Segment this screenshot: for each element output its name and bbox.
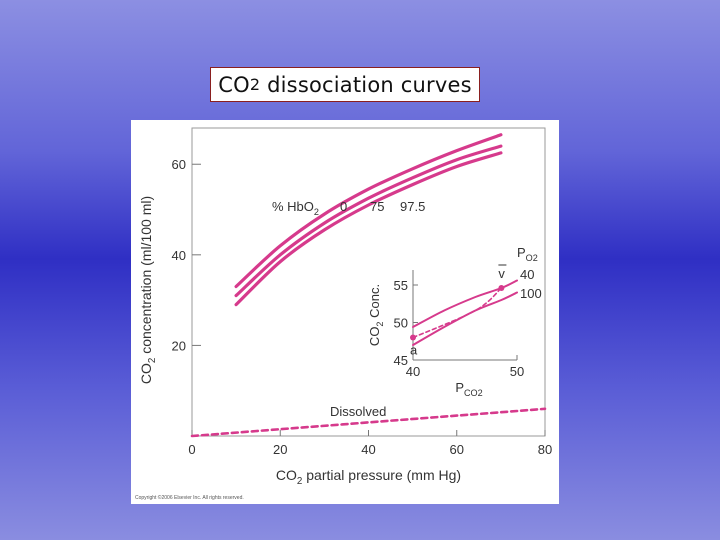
inset-point-a (410, 334, 416, 341)
inset-y-axis-title-group: CO2 Conc. (367, 284, 385, 346)
hbo2-value-label: 75 (370, 199, 384, 214)
x-tick-label: 20 (273, 442, 287, 457)
y-tick-label: 60 (172, 157, 186, 172)
dissolved-curve (190, 407, 547, 438)
hbo2-curve-0 (234, 133, 503, 289)
hbo2-curve-75 (234, 144, 503, 298)
x-tick-label: 0 (188, 442, 195, 457)
title-subscript: 2 (249, 75, 261, 94)
hbo2-label: % HbO2 (272, 199, 319, 217)
inset-y-tick-label: 50 (394, 316, 408, 331)
hbo2-value-label: 97.5 (400, 199, 425, 214)
inset-point-v (498, 285, 505, 291)
x-tick-label: 40 (361, 442, 375, 457)
inset-plot: 45 50 55 40 50 PCO2 CO2 Conc. a v PO2 40 100 (367, 245, 542, 398)
inset-x-axis-title: PCO2 (455, 380, 482, 398)
inset-curve-po2-100 (412, 291, 518, 346)
title-rest: dissociation curves (260, 72, 472, 97)
main-plot: 20 40 60 0 20 40 60 80 CO2 partial pressure (mm … (138, 127, 552, 487)
hbo2-value-label: 0 (340, 199, 347, 214)
y-axis-title: CO2 concentration (ml/100 ml) (138, 196, 158, 384)
copyright-text: Copyright ©2006 Elsevier Inc. All rights… (135, 495, 244, 501)
inset-point-label-a: a (410, 343, 418, 358)
co2-dissociation-chart: 20 40 60 0 20 40 60 80 CO2 partial pressure (mm … (138, 127, 552, 487)
x-tick-label: 80 (538, 442, 552, 457)
hbo2-curve-97.5 (234, 151, 503, 307)
slide-title: CO 2 dissociation curves (210, 67, 480, 102)
inset-legend-100: 100 (520, 286, 542, 301)
inset-x-tick-label: 40 (406, 364, 420, 379)
inset-legend-title: PO2 (517, 245, 538, 263)
figure-panel: 20 40 60 0 20 40 60 80 CO2 partial pressure (mm … (131, 120, 559, 504)
y-tick-label: 40 (172, 248, 186, 263)
y-axis-title-group: CO2 concentration (ml/100 ml) (138, 196, 158, 384)
y-tick-label: 20 (172, 338, 186, 353)
inset-y-axis-title: CO2 Conc. (367, 284, 385, 346)
x-axis-title: CO2 partial pressure (mm Hg) (276, 467, 461, 487)
inset-x-tick-label: 50 (510, 364, 524, 379)
inset-a-v-line (412, 287, 503, 339)
title-main: CO (218, 72, 250, 97)
inset-y-tick-label: 55 (394, 278, 408, 293)
inset-curve-po2-40 (412, 279, 518, 328)
dissolved-label: Dissolved (330, 404, 386, 419)
x-tick-label: 60 (450, 442, 464, 457)
plot-frame (191, 127, 546, 437)
inset-legend-40: 40 (520, 267, 534, 282)
inset-point-label-v: v (498, 266, 505, 281)
inset-y-tick-label: 45 (394, 353, 408, 368)
